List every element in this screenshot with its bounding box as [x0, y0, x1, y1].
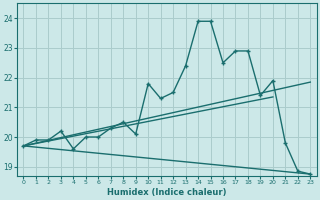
X-axis label: Humidex (Indice chaleur): Humidex (Indice chaleur)	[107, 188, 227, 197]
